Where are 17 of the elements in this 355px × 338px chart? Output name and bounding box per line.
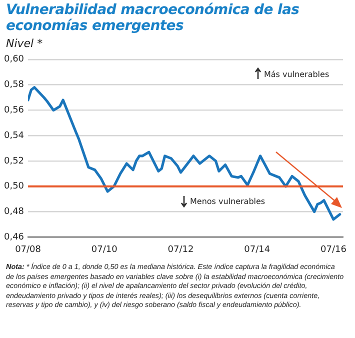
annotation: Más vulnerables bbox=[264, 70, 330, 79]
x-tick-label: 07/12 bbox=[168, 244, 194, 255]
y-tick-label: 0,46 bbox=[4, 232, 24, 243]
y-tick-label: 0,56 bbox=[4, 106, 24, 116]
y-tick-label: 0,48 bbox=[4, 207, 24, 218]
annotation: Menos vulnerables bbox=[190, 197, 266, 206]
y-tick-label: 0,58 bbox=[4, 80, 24, 90]
y-tick-label: 0,50 bbox=[4, 182, 24, 192]
y-tick-label: 0,54 bbox=[4, 130, 24, 141]
x-tick-label: 07/08 bbox=[15, 244, 42, 255]
y-tick-label: 0,60 bbox=[4, 54, 24, 65]
x-tick-label: 07/14 bbox=[244, 244, 270, 255]
chart-title: Vulnerabilidad macroeconómica de las economías emergentes bbox=[6, 2, 300, 34]
x-tick-label: 07/16 bbox=[320, 244, 347, 255]
x-tick-label: 07/10 bbox=[91, 244, 118, 255]
y-tick-label: 0,52 bbox=[4, 156, 24, 166]
y-axis-title: Nivel * bbox=[6, 37, 43, 50]
